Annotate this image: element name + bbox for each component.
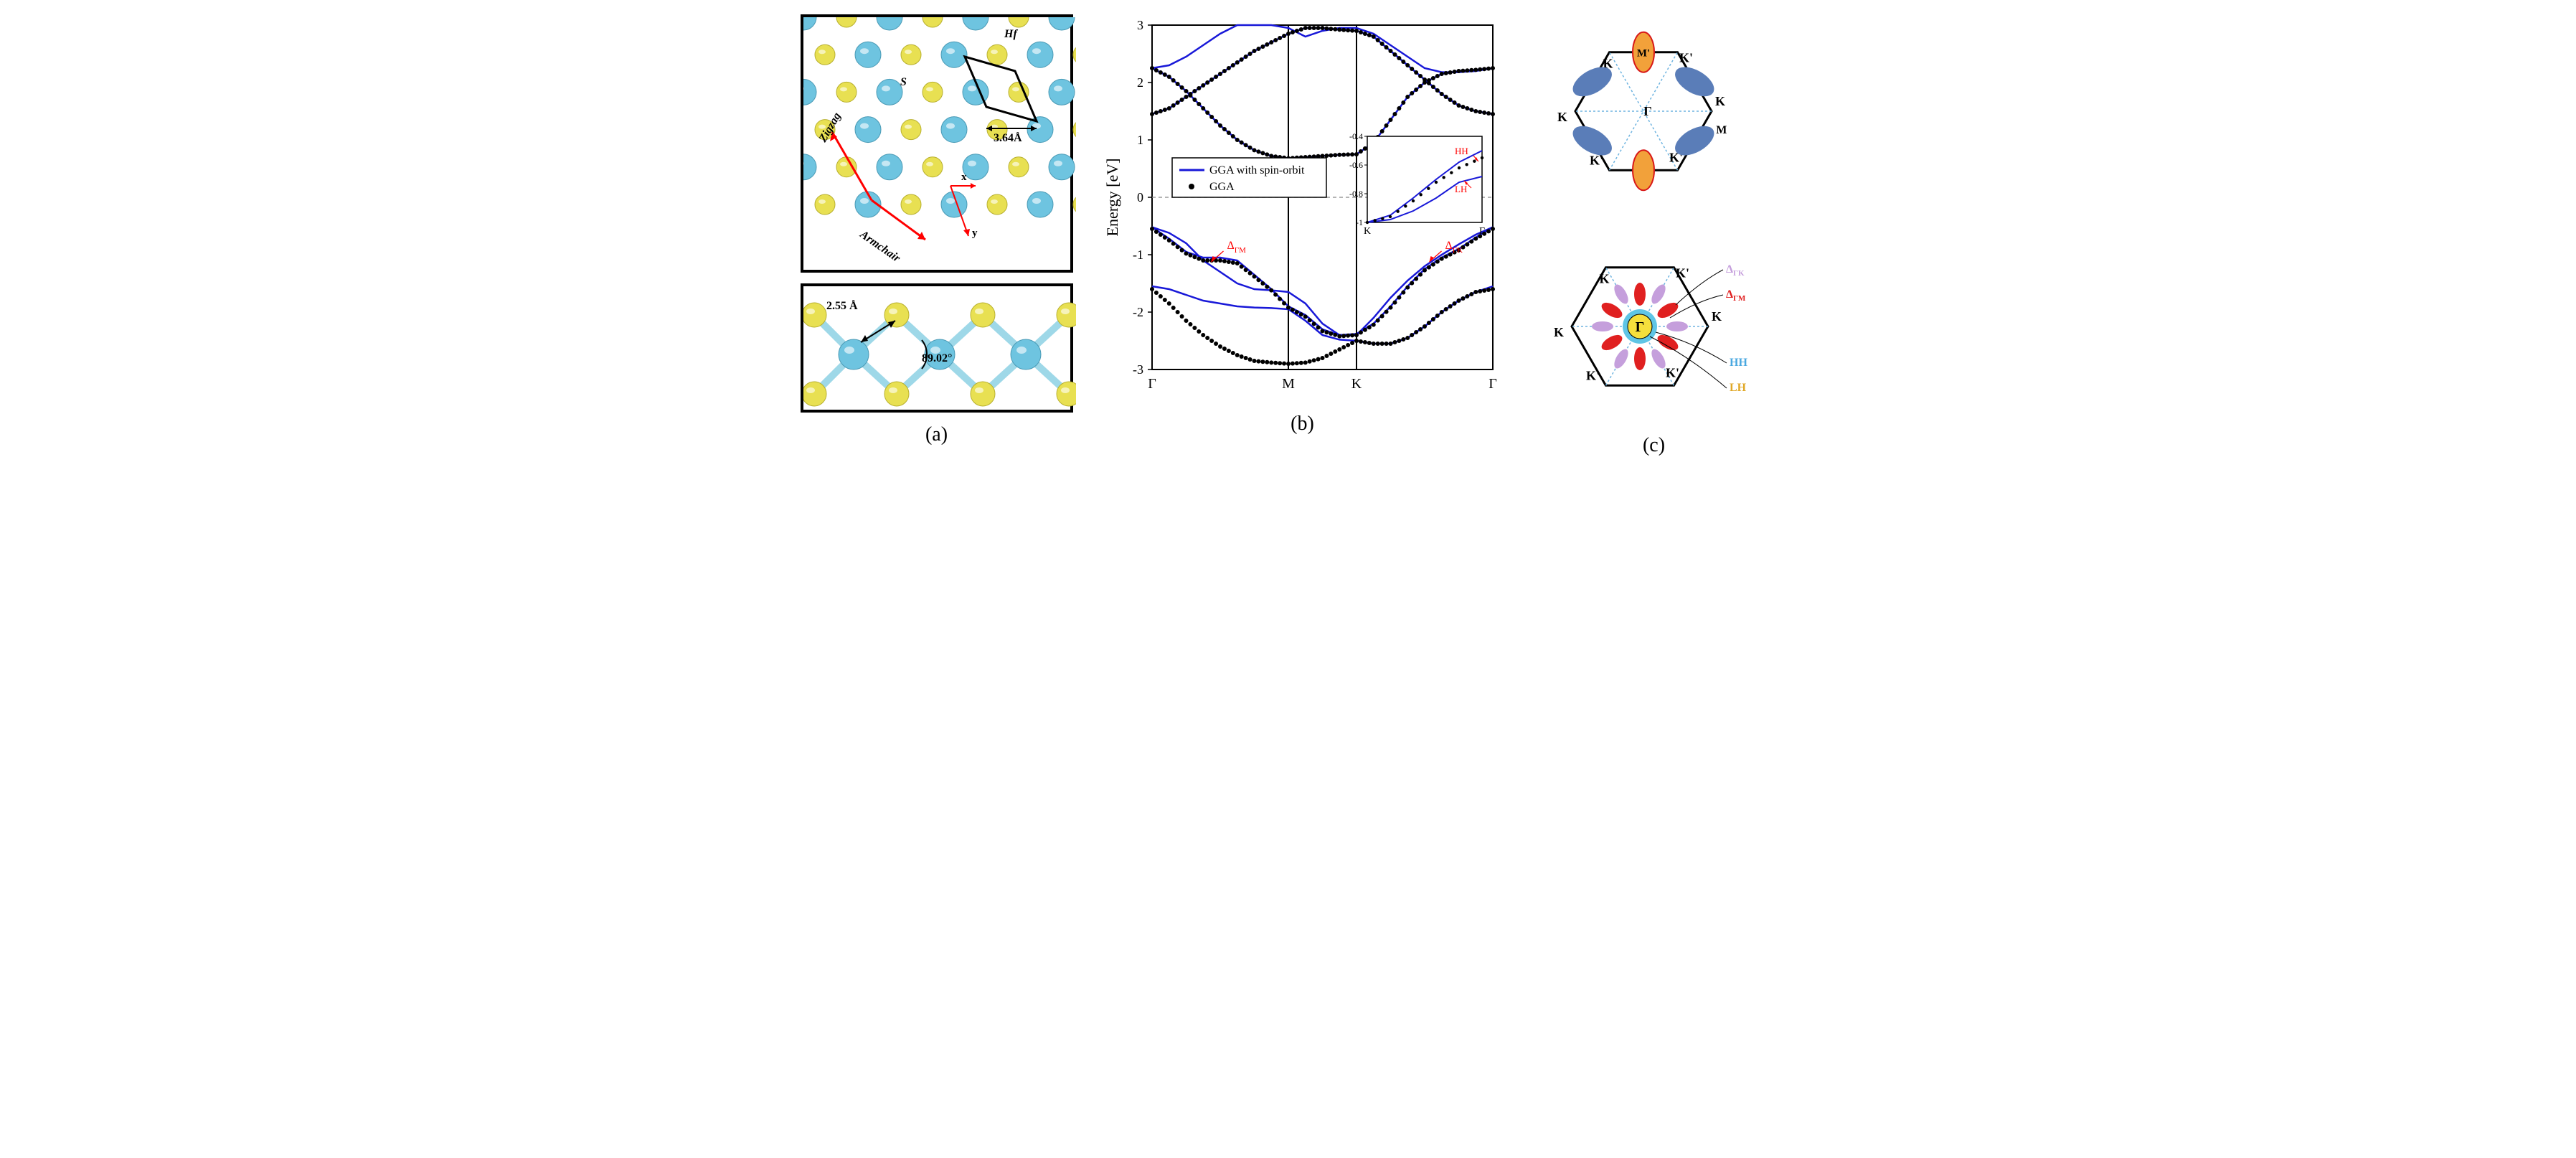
brillouin-zone-bottom: K K' K' K K K' Γ ΔΓK ΔΓM HH LH bbox=[1532, 230, 1776, 423]
svg-text:2.55 Å: 2.55 Å bbox=[826, 299, 858, 312]
svg-text:GGA with spin-orbit: GGA with spin-orbit bbox=[1209, 164, 1305, 176]
svg-text:HH: HH bbox=[1730, 357, 1747, 369]
svg-text:K': K' bbox=[1585, 368, 1599, 382]
svg-text:89.02°: 89.02° bbox=[922, 352, 952, 364]
panel-c: K K' K' K K K' Γ M' M K K' K' K K K' Γ ΔΓK ΔΓM HH LH (c) bbox=[1532, 14, 1776, 457]
svg-text:K: K bbox=[1351, 376, 1362, 392]
svg-text:LH: LH bbox=[1730, 382, 1747, 394]
svg-text:-0.8: -0.8 bbox=[1349, 189, 1363, 199]
svg-text:3.64Å: 3.64Å bbox=[994, 131, 1022, 144]
svg-text:K: K bbox=[1363, 226, 1370, 237]
svg-text:K: K bbox=[1714, 94, 1725, 108]
band-structure-svg: -3 -2 -1 0 1 2 3 Γ M K Γ Energy [eV] GGA with spin-o… bbox=[1102, 14, 1504, 402]
svg-text:Energy [eV]: Energy [eV] bbox=[1103, 159, 1121, 237]
svg-text:K: K bbox=[1557, 110, 1567, 124]
panel-a-label: (a) bbox=[925, 423, 948, 446]
svg-text:GGA: GGA bbox=[1209, 181, 1235, 193]
svg-text:M: M bbox=[1716, 124, 1727, 136]
svg-text:Γ: Γ bbox=[1643, 104, 1651, 118]
band-structure-chart: -3 -2 -1 0 1 2 3 Γ M K Γ Energy [eV] GGA with spin-o… bbox=[1102, 14, 1504, 402]
svg-text:-0.4: -0.4 bbox=[1349, 131, 1363, 141]
svg-text:HH: HH bbox=[1455, 146, 1468, 156]
svg-text:K: K bbox=[1553, 325, 1563, 339]
svg-text:K: K bbox=[1711, 309, 1721, 324]
svg-text:Γ: Γ bbox=[1635, 319, 1644, 335]
bz-bottom-svg: K K' K' K K K' Γ ΔΓK ΔΓM HH LH bbox=[1532, 230, 1776, 423]
panel-c-label: (c) bbox=[1643, 434, 1665, 457]
panel-b-label: (b) bbox=[1291, 413, 1314, 436]
lattice-top-svg: 3.64ÅHfSZigzagArmchairxy bbox=[803, 17, 1076, 276]
svg-text:Γ: Γ bbox=[1148, 376, 1156, 392]
svg-text:Armchair: Armchair bbox=[857, 228, 902, 265]
svg-text:-3: -3 bbox=[1133, 362, 1143, 377]
svg-text:K': K' bbox=[1675, 266, 1689, 281]
svg-text:y: y bbox=[972, 227, 978, 239]
svg-text:S: S bbox=[900, 76, 907, 88]
svg-text:ΔΓM: ΔΓM bbox=[1726, 288, 1746, 303]
svg-text:ΔΓK: ΔΓK bbox=[1726, 263, 1745, 278]
svg-text:-2: -2 bbox=[1133, 305, 1143, 319]
svg-text:K': K' bbox=[1679, 51, 1692, 65]
svg-text:-1: -1 bbox=[1133, 248, 1143, 262]
svg-text:1: 1 bbox=[1137, 133, 1143, 147]
svg-text:M': M' bbox=[1636, 48, 1649, 60]
svg-text:K: K bbox=[1599, 272, 1609, 286]
panel-a: 3.64ÅHfSZigzagArmchairxy 2.55 Å89.02° (a… bbox=[801, 14, 1073, 446]
svg-text:3: 3 bbox=[1137, 18, 1143, 32]
svg-text:LH: LH bbox=[1455, 184, 1467, 194]
lattice-side-svg: 2.55 Å 89.02° bbox=[803, 286, 1076, 415]
svg-text:x: x bbox=[961, 171, 967, 183]
svg-text:-0.6: -0.6 bbox=[1349, 160, 1363, 170]
svg-text:Γ: Γ bbox=[1478, 226, 1484, 237]
svg-text:0: 0 bbox=[1137, 190, 1143, 204]
svg-text:M: M bbox=[1282, 376, 1295, 392]
bz-top-svg: KK'K'KKK'ΓM'M bbox=[1532, 14, 1776, 208]
brillouin-zone-top: KK'K'KKK'ΓM'M bbox=[1532, 14, 1776, 208]
lattice-top-view: 3.64ÅHfSZigzagArmchairxy bbox=[801, 14, 1073, 273]
lattice-side-view: 2.55 Å 89.02° bbox=[801, 283, 1073, 413]
svg-text:Γ: Γ bbox=[1488, 376, 1497, 392]
svg-text:-1: -1 bbox=[1356, 217, 1363, 227]
svg-text:Hf: Hf bbox=[1004, 28, 1018, 40]
panel-b: -3 -2 -1 0 1 2 3 Γ M K Γ Energy [eV] GGA with spin-o… bbox=[1102, 14, 1504, 436]
svg-text:K': K' bbox=[1665, 365, 1679, 380]
figure-container: 3.64ÅHfSZigzagArmchairxy 2.55 Å89.02° (a… bbox=[14, 14, 2562, 457]
svg-text:2: 2 bbox=[1137, 75, 1143, 90]
